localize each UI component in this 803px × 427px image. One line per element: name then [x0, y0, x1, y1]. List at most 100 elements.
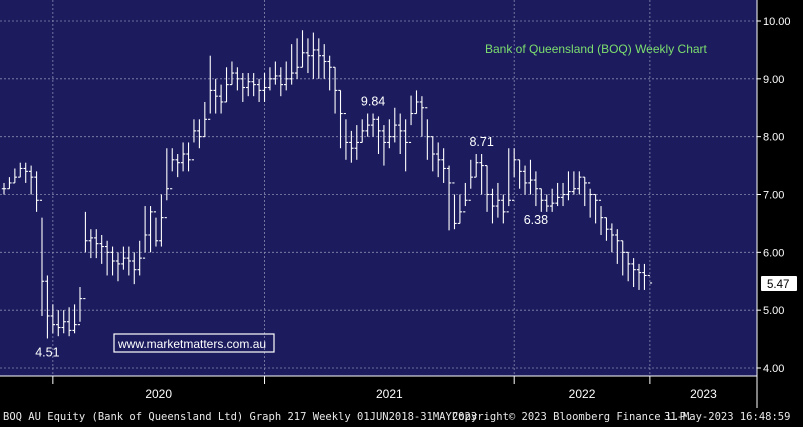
ohlc-bar — [408, 95, 414, 143]
footer-security-info: BOQ AU Equity (Bank of Queensland Ltd) G… — [3, 411, 478, 423]
ohlc-bar — [425, 107, 430, 160]
ohlc-bar — [12, 168, 18, 184]
ohlc-bar — [132, 252, 137, 285]
ohlc-bar — [229, 61, 235, 86]
y-tick-label: 4.00 — [763, 363, 784, 375]
footer-timestamp: 31-May-2023 16:48:59 — [664, 411, 791, 423]
ohlc-bar — [533, 171, 539, 207]
ohlc-bar — [609, 223, 615, 253]
ohlc-bar — [365, 113, 370, 137]
x-tick-label: 2021 — [376, 387, 403, 401]
ohlc-bar — [235, 67, 240, 91]
ohlc-bar — [88, 229, 94, 259]
ohlc-bar — [56, 310, 61, 337]
x-axis: 2020 2021 2022 2023 — [0, 375, 757, 401]
ohlc-bar — [473, 154, 479, 178]
ohlc-bar — [202, 101, 208, 138]
ohlc-bar — [148, 206, 153, 253]
ohlc-bar — [305, 38, 311, 74]
ohlc-bar — [224, 67, 229, 103]
x-axis-band — [0, 376, 757, 408]
ohlc-bar — [39, 199, 45, 316]
annotation-low: 6.38 — [524, 213, 548, 227]
ohlc-bar — [403, 119, 408, 172]
ohlc-bar — [560, 182, 566, 207]
ohlc-bar — [452, 182, 457, 230]
ohlc-bar — [349, 130, 354, 163]
y-tick-label: 9.00 — [763, 74, 784, 86]
ohlc-bar — [246, 73, 251, 97]
ohlc-bar — [522, 165, 528, 195]
ohlc-bar — [479, 154, 484, 195]
ohlc-bar — [501, 194, 506, 224]
ohlc-bar — [571, 171, 577, 195]
ohlc-bar — [316, 38, 321, 79]
plot-area — [0, 0, 757, 376]
ohlc-bar — [360, 119, 365, 143]
ohlc-bar — [208, 55, 213, 120]
ohlc-bar — [66, 307, 72, 337]
ohlc-bar — [197, 119, 202, 149]
marketmatters-link[interactable]: www.marketmatters.com.au — [113, 333, 275, 353]
annotation-low: 5.35 — [719, 0, 743, 3]
ohlc-bar — [436, 142, 441, 178]
ohlc-bar — [457, 194, 463, 224]
ohlc-bar — [327, 55, 332, 91]
ohlc-bar — [528, 159, 533, 195]
ohlc-bar — [180, 142, 186, 172]
ohlc-bar — [284, 61, 289, 91]
ohlc-bar — [555, 182, 560, 207]
ohlc-bar — [18, 162, 23, 178]
y-axis: 4.00 5.00 6.00 7.00 8.00 9.00 10.00 — [756, 0, 791, 408]
ohlc-bar — [322, 44, 327, 79]
y-tick-label: 6.00 — [763, 247, 784, 259]
ohlc-bar — [414, 90, 419, 115]
ohlc-bar — [517, 159, 522, 189]
ohlc-bar — [577, 171, 582, 195]
ohlc-bar — [72, 304, 77, 334]
ohlc-bar — [273, 61, 278, 85]
ohlc-bar — [191, 119, 197, 161]
ohlc-bar — [419, 96, 425, 137]
ohlc-bar — [50, 304, 56, 334]
ohlc-bar — [376, 116, 381, 155]
ohlc-bar — [311, 32, 316, 79]
ohlc-bar — [631, 258, 636, 288]
last-price-label: 5.47 — [767, 279, 789, 291]
footer-copyright: Copyright© 2023 Bloomberg Finance L.P. — [452, 411, 693, 423]
ohlc-bar — [593, 193, 598, 224]
ohlc-bar — [262, 73, 267, 102]
ohlc-bar — [490, 188, 495, 224]
ohlc-bar — [137, 240, 142, 276]
ohlc-bar — [164, 148, 170, 219]
ohlc-bar — [218, 84, 224, 114]
ohlc-bar — [381, 125, 387, 166]
ohlc-bar — [99, 234, 104, 264]
ohlc-bar — [300, 30, 305, 68]
ohlc-bar — [153, 211, 159, 247]
ohlc-bar — [110, 246, 115, 276]
ohlc-bar — [77, 287, 83, 326]
ohlc-bar — [484, 165, 490, 212]
ohlc-bar — [468, 159, 473, 201]
ohlc-bar — [332, 66, 338, 114]
ohlc-bar — [267, 67, 273, 91]
ohlc-bar — [1, 182, 7, 195]
price-annotations: 9.84 8.71 6.38 4.51 5.35 — [35, 0, 743, 360]
ohlc-bar — [289, 44, 294, 85]
ohlc-bar — [34, 171, 39, 212]
ohlc-bar — [587, 182, 593, 218]
annotation-high: 9.84 — [361, 95, 385, 109]
ohlc-bar — [251, 73, 256, 97]
ohlc-bar — [446, 165, 452, 231]
ohlc-bar — [343, 112, 349, 160]
ohlc-bars — [1, 30, 653, 339]
ohlc-bar — [566, 171, 571, 201]
ohlc-bar — [441, 148, 446, 183]
ohlc-bar — [45, 275, 50, 339]
y-tick-label: 10.00 — [763, 16, 791, 28]
ohlc-bar — [115, 252, 121, 282]
y-tick-label: 8.00 — [763, 132, 784, 144]
ohlc-bar — [104, 240, 110, 276]
